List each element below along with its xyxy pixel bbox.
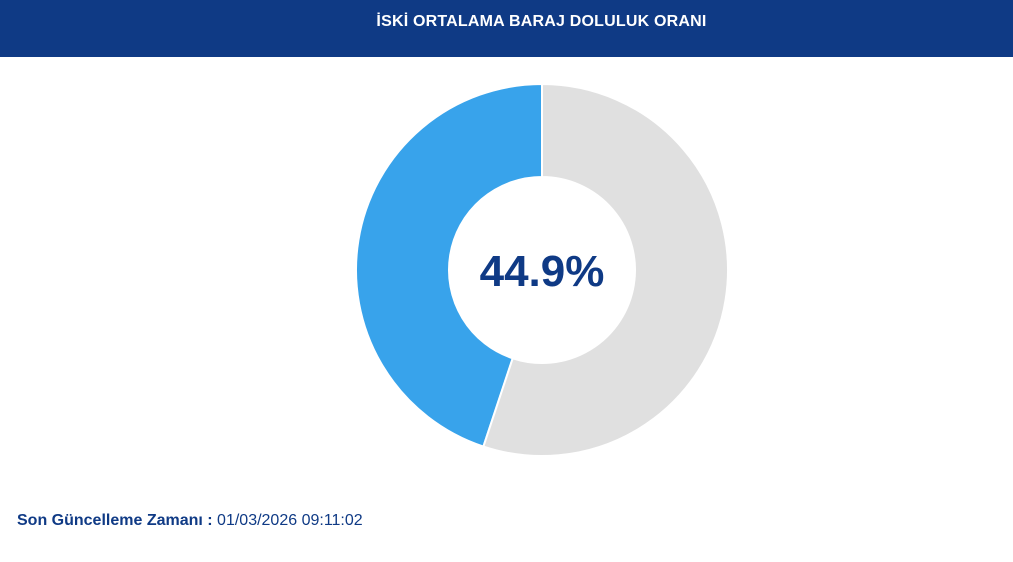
page-title: İSKİ ORTALAMA BARAJ DOLULUK ORANI xyxy=(376,13,707,30)
donut-slice-empty xyxy=(482,82,729,457)
center-label: 44.9% xyxy=(480,247,605,296)
donut-slice-filled xyxy=(355,82,543,448)
last-updated-value: 01/03/2026 09:11:02 xyxy=(217,512,363,529)
separator: : xyxy=(202,512,218,529)
last-updated: Son Güncelleme Zamanı : 01/03/2026 09:11… xyxy=(17,512,363,530)
header-bar: İSKİ ORTALAMA BARAJ DOLULUK ORANI xyxy=(0,0,1013,57)
last-updated-label: Son Güncelleme Zamanı xyxy=(17,512,203,529)
